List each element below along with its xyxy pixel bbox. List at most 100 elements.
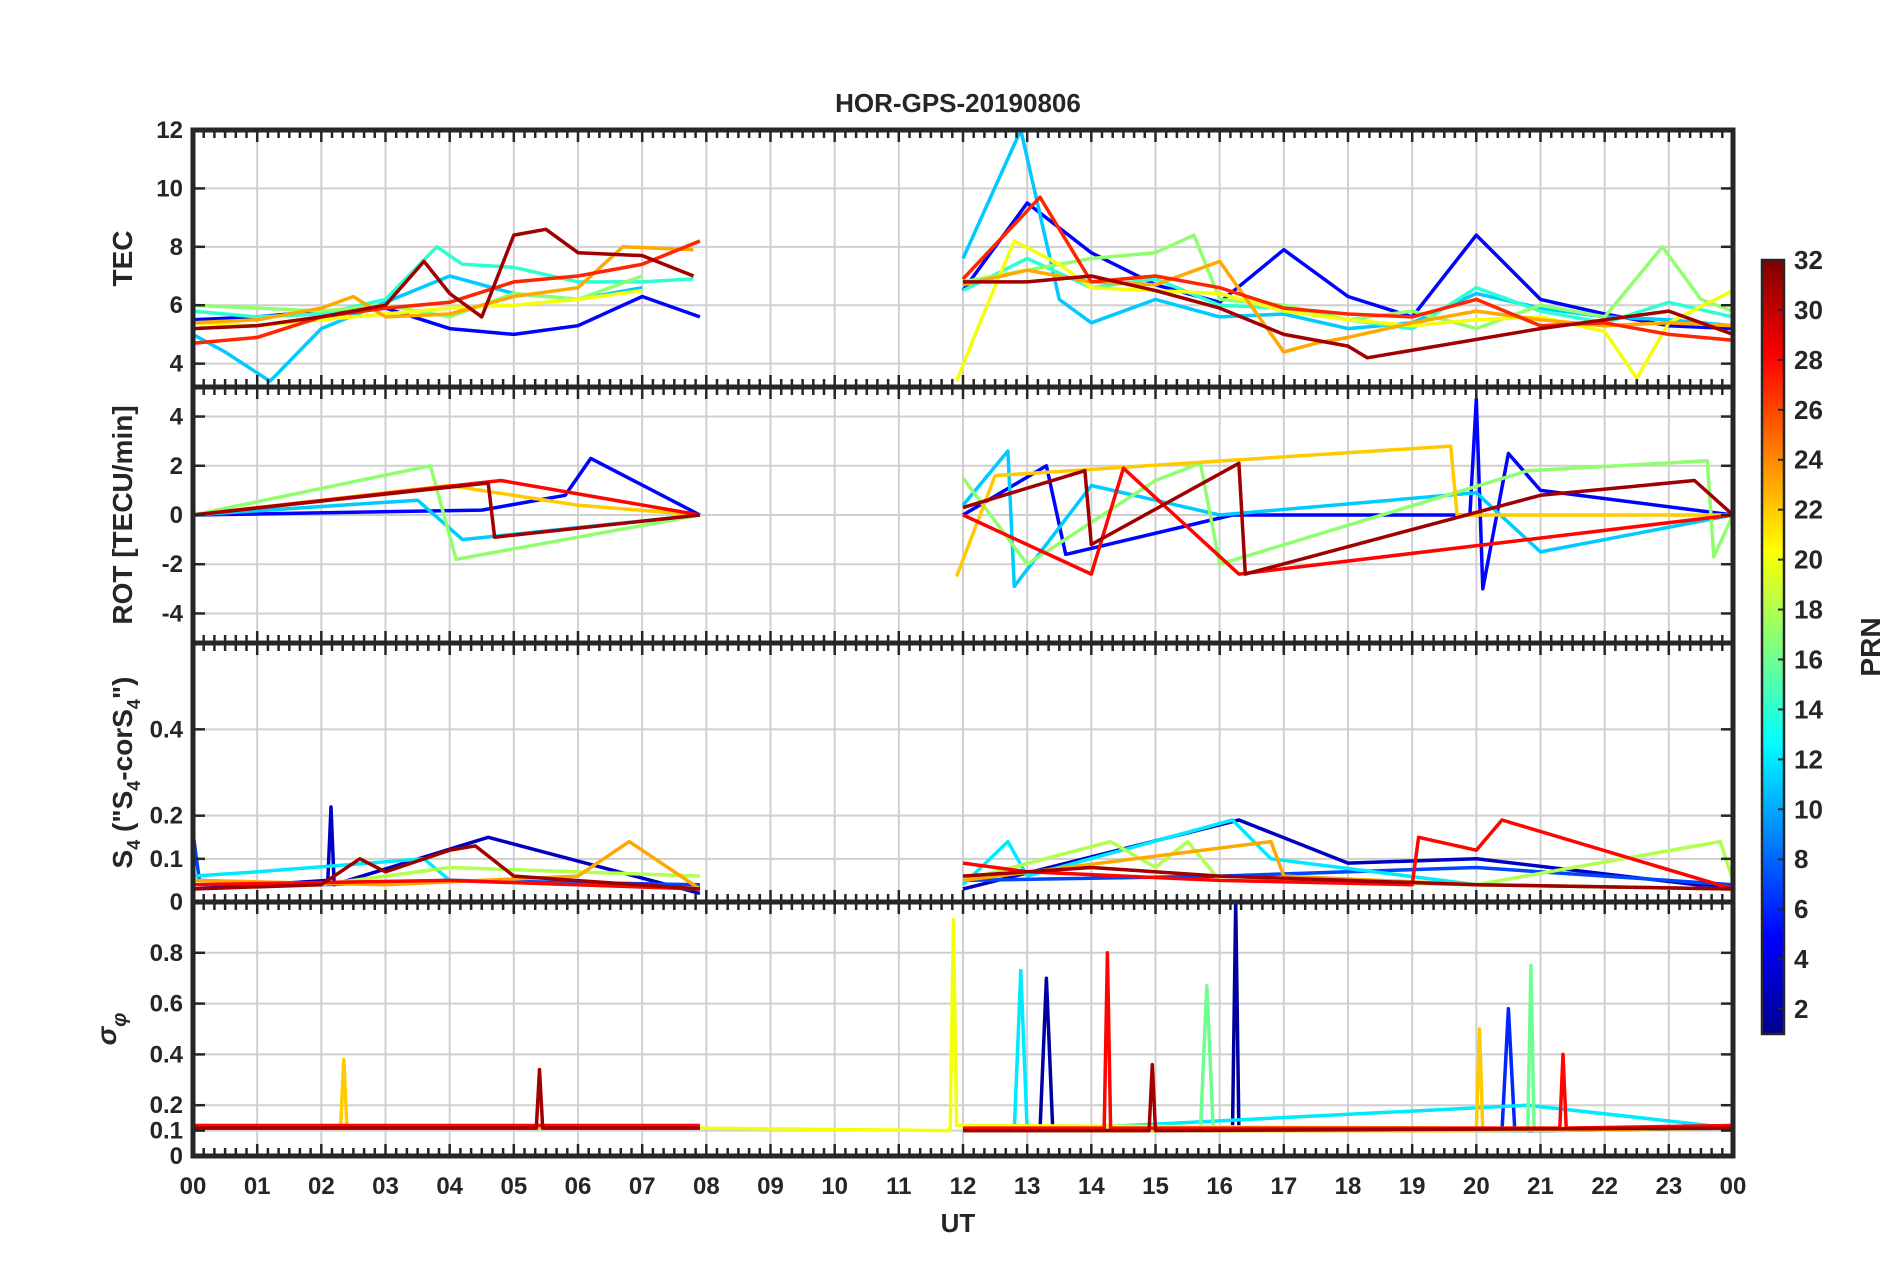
- colorbar-tick-label: 22: [1794, 495, 1823, 525]
- colorbar-tick-label: 32: [1794, 245, 1823, 275]
- series-line-prn-18: [962, 839, 1733, 887]
- colorbar-tick-label: 30: [1794, 295, 1823, 325]
- x-tick-label: 05: [500, 1173, 527, 1200]
- series-line-prn-5: [193, 456, 701, 517]
- colorbar-tick-label: 28: [1794, 345, 1823, 375]
- series-line-prn-31: [193, 481, 701, 539]
- y-axis-label: σφ: [91, 1013, 131, 1046]
- series-line-prn-31: [963, 274, 1733, 360]
- colorbar-tick-label: 12: [1794, 744, 1823, 774]
- series-line-prn-22: [193, 1057, 700, 1130]
- x-tick-label: 03: [372, 1173, 399, 1200]
- colorbar-tick-label: 20: [1794, 545, 1823, 575]
- series-line-prn-20: [954, 239, 1733, 382]
- y-tick-label: 0.8: [150, 940, 183, 967]
- colorbar-tick-label: 2: [1794, 994, 1808, 1024]
- panel-tec: 4 6 8 10 12 TEC: [107, 117, 1736, 390]
- y-tick-label: 0.1: [150, 1118, 183, 1145]
- y-tick-label: 0.4: [150, 716, 184, 743]
- y-tick-label: 0.2: [150, 803, 183, 830]
- x-tick-label: 08: [693, 1173, 720, 1200]
- y-tick-label: 0: [170, 889, 183, 916]
- x-tick-label: 17: [1270, 1173, 1297, 1200]
- x-tick-labels: 00 01 02 03 04 05 06 07 08 09 10 11 12 13 14 15 16 17 18 19…: [180, 1173, 1747, 1200]
- series-line-prn-7: [962, 865, 1733, 887]
- series-line-prn-27: [193, 239, 701, 345]
- colorbar-label: PRN: [1855, 617, 1886, 676]
- y-tick-label: 6: [170, 292, 183, 319]
- x-tick-label: 21: [1527, 1173, 1554, 1200]
- y-axis-label: TEC: [107, 231, 138, 287]
- series-line-prn-31: [962, 461, 1733, 576]
- series-line-prn-28: [193, 878, 700, 891]
- colorbar-tick-label: 4: [1794, 944, 1809, 974]
- y-tick-label: 0: [170, 1143, 183, 1170]
- x-tick-label: 19: [1399, 1173, 1426, 1200]
- chart-title: HOR-GPS-20190806: [835, 88, 1081, 118]
- x-tick-label: 23: [1655, 1173, 1682, 1200]
- x-tick-label: 12: [950, 1173, 977, 1200]
- x-tick-label: 18: [1335, 1173, 1362, 1200]
- series-line-prn-28: [962, 466, 1733, 576]
- colorbar-tick-label: 6: [1794, 894, 1808, 924]
- series-line-prn-31: [962, 865, 1733, 891]
- y-tick-label: 0.1: [150, 846, 183, 873]
- series-line-prn-22: [954, 444, 1733, 578]
- panel-s4: 0 0.1 0.2 0.4S4 ("S4-corS4"): [107, 640, 1736, 916]
- series-line-prn-17: [193, 464, 701, 562]
- y-tick-label: 0.4: [150, 1041, 184, 1068]
- x-tick-label: 01: [244, 1173, 271, 1200]
- x-tick-label: 04: [436, 1173, 463, 1200]
- y-tick-label: 10: [156, 175, 183, 202]
- x-tick-label: 20: [1463, 1173, 1490, 1200]
- y-tick-label: -2: [162, 551, 183, 578]
- x-minor-ticks: [191, 643, 1735, 902]
- series-line-prn-31: [193, 227, 695, 331]
- colorbar-tick-label: 18: [1794, 595, 1823, 625]
- y-tick-label: 0.2: [150, 1092, 183, 1119]
- x-tick-label: 09: [757, 1173, 784, 1200]
- x-minor-ticks: [191, 130, 1735, 387]
- series-line-prn-5: [961, 201, 1733, 331]
- colorbar-tick-label: 8: [1794, 844, 1808, 874]
- colorbar-tick-label: 26: [1794, 395, 1823, 425]
- x-tick-label: 16: [1206, 1173, 1233, 1200]
- colorbar-gradient: [1760, 258, 1786, 1036]
- colorbar-tick-label: 14: [1794, 694, 1823, 724]
- x-tick-label: 10: [821, 1173, 848, 1200]
- series-line-prn-17: [961, 459, 1733, 566]
- series-line-prn-23: [193, 245, 694, 325]
- x-tick-label: 06: [565, 1173, 592, 1200]
- x-tick-label: 02: [308, 1173, 335, 1200]
- series-line-prn-11: [193, 274, 643, 383]
- panel-rot: -4 -2 0 2 4 ROT [TECU/min]: [107, 384, 1736, 646]
- x-tick-label: 14: [1078, 1173, 1105, 1200]
- x-tick-label: 00: [1720, 1173, 1747, 1200]
- y-tick-label: 4: [170, 404, 184, 431]
- y-axis-label: ROT [TECU/min]: [107, 405, 138, 624]
- series-line-prn-27: [961, 195, 1733, 343]
- colorbar-tick-label: 24: [1794, 445, 1823, 475]
- y-tick-label: 4: [170, 351, 184, 378]
- y-tick-label: 12: [156, 117, 183, 144]
- series-line-prn-28: [962, 818, 1733, 891]
- y-tick-label: -4: [162, 600, 184, 627]
- y-tick-label: 8: [170, 234, 183, 261]
- y-axis-label: S4 ("S4-corS4"): [107, 677, 144, 869]
- x-minor-ticks: [191, 387, 1735, 643]
- series-line-prn-31: [963, 1062, 1733, 1133]
- series-line-prn-31: [193, 844, 701, 891]
- x-tick-label: 13: [1014, 1173, 1041, 1200]
- panel-sigma_phi: 00.10.2 0.4 0.6 0.8 σφ: [91, 899, 1736, 1170]
- y-tick-label: 0.6: [150, 991, 183, 1018]
- y-tick-label: 0: [170, 502, 183, 529]
- x-axis-label: UT: [941, 1208, 976, 1238]
- colorbar-tick-label: 16: [1794, 644, 1823, 674]
- x-tick-label: 07: [629, 1173, 656, 1200]
- x-minor-ticks: [191, 902, 1735, 1156]
- x-tick-label: 15: [1142, 1173, 1169, 1200]
- series-line-prn-31: [193, 1067, 700, 1130]
- x-tick-label: 00: [180, 1173, 207, 1200]
